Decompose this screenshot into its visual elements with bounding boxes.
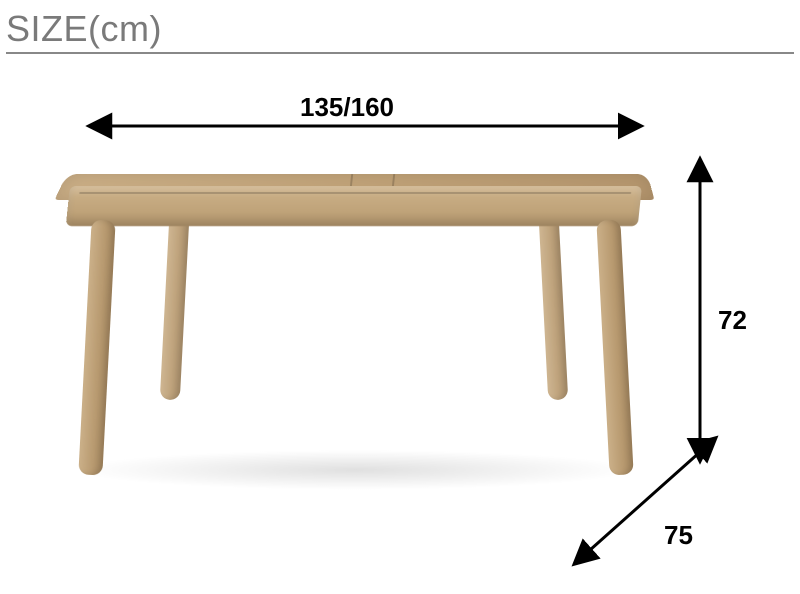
height-label: 72 <box>718 305 747 336</box>
diagram-stage: 135/160 72 75 <box>0 50 800 594</box>
depth-label: 75 <box>664 520 693 551</box>
dimension-arrows <box>0 50 800 594</box>
header-title: SIZE(cm) <box>6 8 162 49</box>
header: SIZE(cm) <box>6 8 794 54</box>
width-label: 135/160 <box>300 92 394 123</box>
